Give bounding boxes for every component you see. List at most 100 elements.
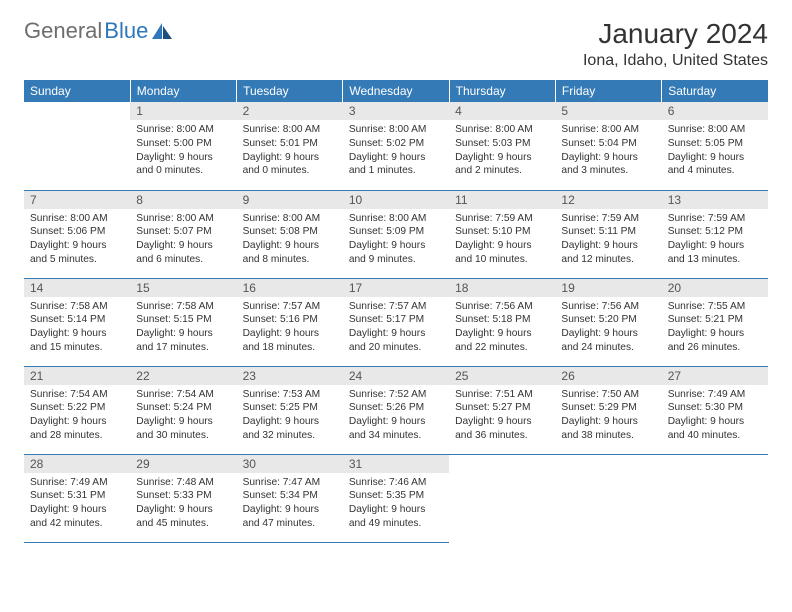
day-number: 25 xyxy=(449,367,555,385)
calendar-cell: 7Sunrise: 8:00 AMSunset: 5:06 PMDaylight… xyxy=(24,190,130,278)
day-details: Sunrise: 7:47 AMSunset: 5:34 PMDaylight:… xyxy=(237,473,343,535)
day-header: Sunday xyxy=(24,80,130,102)
calendar-cell: 30Sunrise: 7:47 AMSunset: 5:34 PMDayligh… xyxy=(237,454,343,542)
calendar-cell: 19Sunrise: 7:56 AMSunset: 5:20 PMDayligh… xyxy=(555,278,661,366)
calendar-cell: 28Sunrise: 7:49 AMSunset: 5:31 PMDayligh… xyxy=(24,454,130,542)
calendar-cell: 5Sunrise: 8:00 AMSunset: 5:04 PMDaylight… xyxy=(555,102,661,190)
day-number: 14 xyxy=(24,279,130,297)
calendar-cell: 15Sunrise: 7:58 AMSunset: 5:15 PMDayligh… xyxy=(130,278,236,366)
day-details: Sunrise: 8:00 AMSunset: 5:08 PMDaylight:… xyxy=(237,209,343,271)
day-number: 9 xyxy=(237,191,343,209)
calendar-cell: 26Sunrise: 7:50 AMSunset: 5:29 PMDayligh… xyxy=(555,366,661,454)
calendar-cell: 4Sunrise: 8:00 AMSunset: 5:03 PMDaylight… xyxy=(449,102,555,190)
day-number: 5 xyxy=(555,102,661,120)
day-number: 15 xyxy=(130,279,236,297)
calendar-cell: 2Sunrise: 8:00 AMSunset: 5:01 PMDaylight… xyxy=(237,102,343,190)
day-details: Sunrise: 7:57 AMSunset: 5:16 PMDaylight:… xyxy=(237,297,343,359)
logo-text-1: General xyxy=(24,18,102,44)
calendar-cell: 21Sunrise: 7:54 AMSunset: 5:22 PMDayligh… xyxy=(24,366,130,454)
calendar-table: SundayMondayTuesdayWednesdayThursdayFrid… xyxy=(24,80,768,543)
calendar-cell: 8Sunrise: 8:00 AMSunset: 5:07 PMDaylight… xyxy=(130,190,236,278)
day-details: Sunrise: 7:58 AMSunset: 5:14 PMDaylight:… xyxy=(24,297,130,359)
calendar-cell: 23Sunrise: 7:53 AMSunset: 5:25 PMDayligh… xyxy=(237,366,343,454)
day-number: 21 xyxy=(24,367,130,385)
calendar-cell: 31Sunrise: 7:46 AMSunset: 5:35 PMDayligh… xyxy=(343,454,449,542)
calendar-cell: 12Sunrise: 7:59 AMSunset: 5:11 PMDayligh… xyxy=(555,190,661,278)
day-number: 19 xyxy=(555,279,661,297)
calendar-cell: 29Sunrise: 7:48 AMSunset: 5:33 PMDayligh… xyxy=(130,454,236,542)
location-text: Iona, Idaho, United States xyxy=(583,52,768,70)
calendar-cell xyxy=(555,454,661,542)
day-number: 26 xyxy=(555,367,661,385)
calendar-cell: 6Sunrise: 8:00 AMSunset: 5:05 PMDaylight… xyxy=(662,102,768,190)
day-details: Sunrise: 7:59 AMSunset: 5:10 PMDaylight:… xyxy=(449,209,555,271)
day-number: 22 xyxy=(130,367,236,385)
day-details: Sunrise: 8:00 AMSunset: 5:03 PMDaylight:… xyxy=(449,120,555,182)
day-details: Sunrise: 8:00 AMSunset: 5:04 PMDaylight:… xyxy=(555,120,661,182)
day-number: 16 xyxy=(237,279,343,297)
day-header-row: SundayMondayTuesdayWednesdayThursdayFrid… xyxy=(24,80,768,102)
day-number: 24 xyxy=(343,367,449,385)
calendar-cell: 1Sunrise: 8:00 AMSunset: 5:00 PMDaylight… xyxy=(130,102,236,190)
calendar-cell: 17Sunrise: 7:57 AMSunset: 5:17 PMDayligh… xyxy=(343,278,449,366)
day-details: Sunrise: 7:51 AMSunset: 5:27 PMDaylight:… xyxy=(449,385,555,447)
calendar-cell: 14Sunrise: 7:58 AMSunset: 5:14 PMDayligh… xyxy=(24,278,130,366)
day-number: 27 xyxy=(662,367,768,385)
day-number: 30 xyxy=(237,455,343,473)
day-details: Sunrise: 7:49 AMSunset: 5:30 PMDaylight:… xyxy=(662,385,768,447)
calendar-cell: 3Sunrise: 8:00 AMSunset: 5:02 PMDaylight… xyxy=(343,102,449,190)
day-header: Friday xyxy=(555,80,661,102)
day-number: 4 xyxy=(449,102,555,120)
day-number: 31 xyxy=(343,455,449,473)
day-details: Sunrise: 7:46 AMSunset: 5:35 PMDaylight:… xyxy=(343,473,449,535)
day-number: 1 xyxy=(130,102,236,120)
calendar-cell: 27Sunrise: 7:49 AMSunset: 5:30 PMDayligh… xyxy=(662,366,768,454)
day-number: 17 xyxy=(343,279,449,297)
calendar-cell: 22Sunrise: 7:54 AMSunset: 5:24 PMDayligh… xyxy=(130,366,236,454)
day-number: 18 xyxy=(449,279,555,297)
day-number: 12 xyxy=(555,191,661,209)
day-details: Sunrise: 8:00 AMSunset: 5:00 PMDaylight:… xyxy=(130,120,236,182)
calendar-row: 14Sunrise: 7:58 AMSunset: 5:14 PMDayligh… xyxy=(24,278,768,366)
day-header: Monday xyxy=(130,80,236,102)
calendar-row: 21Sunrise: 7:54 AMSunset: 5:22 PMDayligh… xyxy=(24,366,768,454)
calendar-cell: 11Sunrise: 7:59 AMSunset: 5:10 PMDayligh… xyxy=(449,190,555,278)
day-number: 11 xyxy=(449,191,555,209)
day-details: Sunrise: 7:54 AMSunset: 5:22 PMDaylight:… xyxy=(24,385,130,447)
day-details: Sunrise: 7:59 AMSunset: 5:12 PMDaylight:… xyxy=(662,209,768,271)
calendar-body: 1Sunrise: 8:00 AMSunset: 5:00 PMDaylight… xyxy=(24,102,768,542)
calendar-cell: 13Sunrise: 7:59 AMSunset: 5:12 PMDayligh… xyxy=(662,190,768,278)
logo-text-2: Blue xyxy=(104,18,148,44)
day-details: Sunrise: 7:48 AMSunset: 5:33 PMDaylight:… xyxy=(130,473,236,535)
day-number: 13 xyxy=(662,191,768,209)
calendar-cell: 16Sunrise: 7:57 AMSunset: 5:16 PMDayligh… xyxy=(237,278,343,366)
header: GeneralBlue January 2024 Iona, Idaho, Un… xyxy=(24,18,768,70)
calendar-cell xyxy=(662,454,768,542)
day-number: 8 xyxy=(130,191,236,209)
day-details: Sunrise: 8:00 AMSunset: 5:07 PMDaylight:… xyxy=(130,209,236,271)
day-details: Sunrise: 7:59 AMSunset: 5:11 PMDaylight:… xyxy=(555,209,661,271)
day-number: 2 xyxy=(237,102,343,120)
logo-sail-icon xyxy=(152,23,174,39)
day-details: Sunrise: 8:00 AMSunset: 5:05 PMDaylight:… xyxy=(662,120,768,182)
day-details: Sunrise: 7:56 AMSunset: 5:18 PMDaylight:… xyxy=(449,297,555,359)
calendar-cell: 18Sunrise: 7:56 AMSunset: 5:18 PMDayligh… xyxy=(449,278,555,366)
day-details: Sunrise: 8:00 AMSunset: 5:01 PMDaylight:… xyxy=(237,120,343,182)
day-details: Sunrise: 8:00 AMSunset: 5:09 PMDaylight:… xyxy=(343,209,449,271)
calendar-row: 28Sunrise: 7:49 AMSunset: 5:31 PMDayligh… xyxy=(24,454,768,542)
day-number: 6 xyxy=(662,102,768,120)
day-details: Sunrise: 7:50 AMSunset: 5:29 PMDaylight:… xyxy=(555,385,661,447)
day-details: Sunrise: 7:57 AMSunset: 5:17 PMDaylight:… xyxy=(343,297,449,359)
day-number: 20 xyxy=(662,279,768,297)
calendar-row: 1Sunrise: 8:00 AMSunset: 5:00 PMDaylight… xyxy=(24,102,768,190)
day-details: Sunrise: 7:53 AMSunset: 5:25 PMDaylight:… xyxy=(237,385,343,447)
day-details: Sunrise: 7:54 AMSunset: 5:24 PMDaylight:… xyxy=(130,385,236,447)
calendar-cell: 25Sunrise: 7:51 AMSunset: 5:27 PMDayligh… xyxy=(449,366,555,454)
day-number: 23 xyxy=(237,367,343,385)
day-number: 3 xyxy=(343,102,449,120)
day-number: 28 xyxy=(24,455,130,473)
calendar-row: 7Sunrise: 8:00 AMSunset: 5:06 PMDaylight… xyxy=(24,190,768,278)
day-number: 29 xyxy=(130,455,236,473)
calendar-cell xyxy=(449,454,555,542)
logo: GeneralBlue xyxy=(24,18,174,44)
